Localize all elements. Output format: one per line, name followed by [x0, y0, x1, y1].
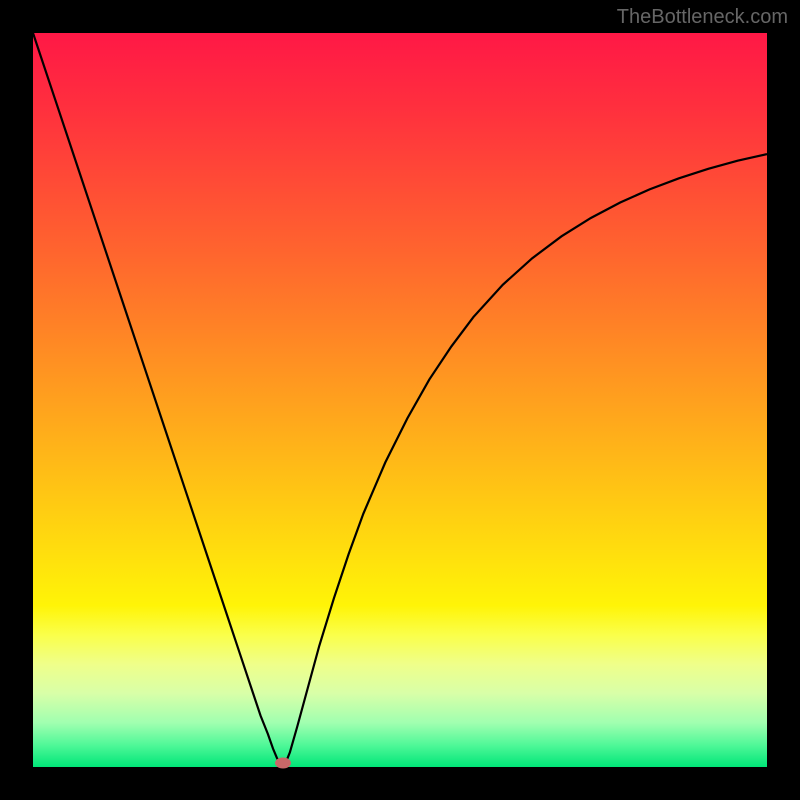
- optimal-point-marker: [275, 758, 291, 769]
- watermark-text: TheBottleneck.com: [617, 6, 788, 29]
- plot-area: [33, 33, 767, 767]
- curve-path: [33, 33, 767, 767]
- bottleneck-curve: [33, 33, 767, 767]
